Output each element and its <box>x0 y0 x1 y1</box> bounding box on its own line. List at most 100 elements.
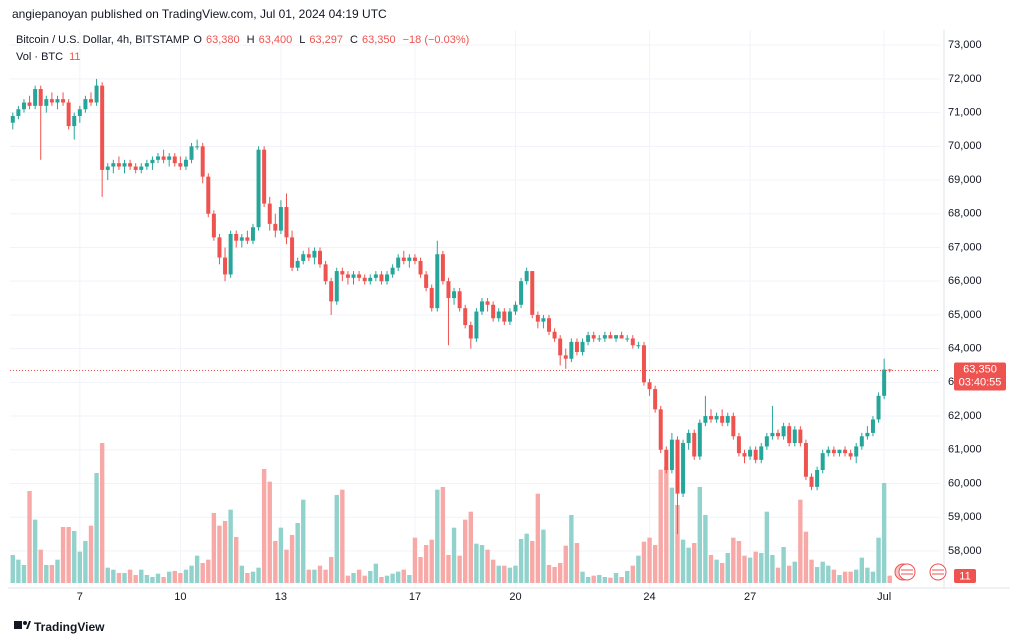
volume-bar <box>848 571 853 583</box>
volume-bar <box>468 511 474 583</box>
volume-bar <box>831 569 837 583</box>
candle-body <box>692 432 697 457</box>
candle-body <box>312 250 317 258</box>
candle-body <box>736 436 741 454</box>
volume-bar <box>451 527 457 583</box>
volume-bar <box>692 543 697 583</box>
volume-bar <box>736 541 742 583</box>
candle-body <box>619 335 624 339</box>
low-key: L <box>299 34 306 46</box>
volume-bar <box>485 549 490 583</box>
candle-body <box>636 345 641 347</box>
high-value: 63,400 <box>258 34 293 46</box>
candle-body <box>178 163 183 167</box>
volume-bar <box>513 565 518 583</box>
volume-bar <box>435 489 440 583</box>
candle-body <box>256 149 261 228</box>
candle-body <box>524 271 529 282</box>
publish-header: angiepanoyan published on TradingView.co… <box>12 7 387 21</box>
candle-body <box>641 345 646 383</box>
x-tick-label: 24 <box>643 591 655 603</box>
candle-body <box>496 311 501 319</box>
candle-body <box>530 271 535 315</box>
candle-body <box>854 446 859 457</box>
close-key: C <box>350 34 358 46</box>
volume-bar <box>239 565 245 583</box>
volume-bar <box>77 551 83 583</box>
candle-body <box>826 449 831 454</box>
volume-bar <box>580 571 585 583</box>
candle-body <box>295 260 300 268</box>
candle-body <box>128 163 133 167</box>
volume-bar <box>781 547 786 583</box>
volume-bar <box>613 573 619 583</box>
volume-bar <box>597 575 602 583</box>
x-tick-label: 7 <box>77 591 83 603</box>
volume-bar <box>798 499 803 583</box>
volume-bar <box>870 571 876 583</box>
candle-body <box>217 237 222 258</box>
volume-bar <box>178 573 183 583</box>
candle-body <box>798 429 803 444</box>
candle-body <box>301 254 306 261</box>
volume-bar <box>591 575 596 583</box>
candle-body <box>66 102 71 127</box>
volume-bar <box>697 487 703 583</box>
candle-body <box>318 250 322 265</box>
candle-body <box>156 156 161 160</box>
candle-body <box>72 115 77 127</box>
volume-bar <box>630 565 635 583</box>
volume-bar <box>139 569 144 583</box>
grid <box>10 30 940 588</box>
volume-bar <box>552 567 557 583</box>
volume-bar <box>530 541 535 583</box>
candle-body <box>519 281 524 305</box>
volume-bar <box>72 531 77 583</box>
volume-bar <box>295 523 300 583</box>
volume-bar <box>474 543 479 583</box>
candle-body <box>664 449 669 470</box>
volume-bar <box>854 569 859 583</box>
candle-body <box>83 99 88 110</box>
volume-bar <box>764 511 770 583</box>
volume-bar <box>418 557 423 583</box>
volume-bar <box>88 525 94 583</box>
candle-body <box>535 314 540 322</box>
candle-body <box>38 89 43 106</box>
y-tick-label: 73,000 <box>948 39 982 51</box>
volume-bar <box>267 481 272 583</box>
volume-bar <box>16 559 21 583</box>
y-tick-label: 65,000 <box>948 309 982 321</box>
x-tick-label: 13 <box>275 591 287 603</box>
volume-bar <box>144 575 150 583</box>
volume-bar <box>496 565 501 583</box>
volume-bar <box>786 565 792 583</box>
volume-bar <box>284 549 289 583</box>
volume-bar <box>658 469 663 583</box>
candle-body <box>815 469 820 487</box>
candle-body <box>452 291 457 299</box>
y-tick-label: 69,000 <box>948 174 982 186</box>
volume-bar <box>38 549 43 583</box>
volume-bar <box>775 567 781 583</box>
volume-bar <box>66 527 71 583</box>
candle-body <box>457 291 462 309</box>
candle-body <box>396 257 401 268</box>
tradingview-logo <box>14 621 31 629</box>
candle-body <box>887 369 892 371</box>
volume-bar <box>222 521 228 583</box>
candle-body <box>591 335 596 339</box>
volume-bar <box>368 571 373 583</box>
volume-bar <box>317 565 323 583</box>
candle-body <box>61 99 66 103</box>
volume-bar <box>99 443 105 583</box>
candle-body <box>569 341 574 359</box>
candle-body <box>809 476 814 487</box>
volume-bar <box>384 575 390 583</box>
volume-bar <box>686 547 691 583</box>
volume-bar <box>518 539 524 583</box>
volume-bar <box>345 575 351 583</box>
candle-body <box>211 213 216 238</box>
volume-bar <box>714 559 719 583</box>
